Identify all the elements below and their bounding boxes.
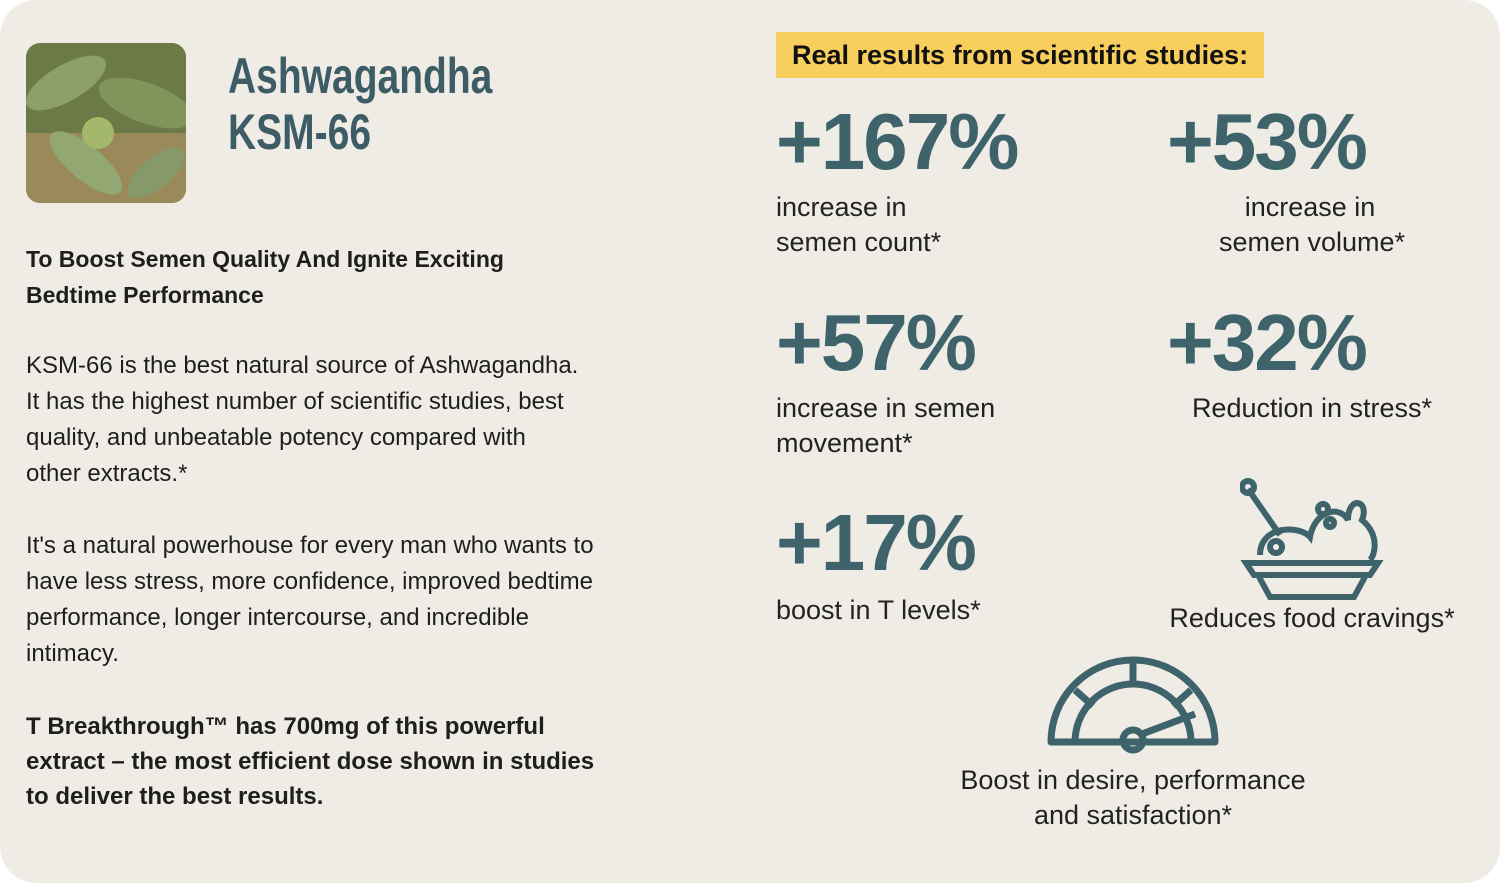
bowl-icon (1240, 478, 1384, 600)
icon-caption: and satisfaction* (1033, 800, 1233, 830)
icon-caption: Boost in desire, performance (960, 765, 1306, 795)
gauge-icon (1047, 656, 1219, 754)
stat-figure: +167% (776, 97, 1019, 186)
stat-figure: +57% (776, 298, 977, 387)
closing-line: T Breakthrough™ has 700mg of this powerf… (26, 713, 545, 740)
stat-caption: increase in semen (776, 393, 996, 423)
heading-line: Bedtime Performance (26, 282, 264, 308)
title-line: Ashwagandha (228, 48, 493, 104)
icon-caption: Reduces food cravings* (1169, 603, 1455, 633)
text-line: quality, and unbeatable potency compared… (26, 424, 526, 451)
text-line: It has the highest number of scientific … (26, 388, 564, 415)
stat-caption: semen count* (776, 227, 942, 257)
text-line: other extracts.* (26, 460, 188, 487)
stat-caption: boost in T levels* (776, 595, 981, 625)
stat-caption: movement* (776, 428, 913, 458)
stat-caption: increase in (1244, 192, 1376, 222)
title-line: KSM-66 (228, 104, 372, 160)
stat-caption: increase in (776, 192, 907, 222)
stat-figure: +32% (1167, 298, 1368, 387)
stat-figure: +17% (776, 498, 977, 587)
text-line: have less stress, more confidence, impro… (26, 568, 593, 595)
plant-photo (26, 43, 186, 203)
stat-figure: +53% (1167, 97, 1368, 186)
heading-line: To Boost Semen Quality And Ignite Exciti… (26, 246, 504, 272)
text-line: KSM-66 is the best natural source of Ash… (26, 352, 579, 379)
closing-line: extract – the most efficient dose shown … (26, 748, 595, 775)
stat-caption: Reduction in stress* (1191, 393, 1433, 423)
closing-line: to deliver the best results. (26, 783, 324, 810)
stat-caption: semen volume* (1218, 227, 1406, 257)
badge: Real results from scientific studies: (776, 32, 1265, 78)
text-line: It's a natural powerhouse for every man … (26, 532, 594, 559)
text-line: intimacy. (26, 640, 119, 667)
text-line: performance, longer intercourse, and inc… (26, 604, 529, 631)
